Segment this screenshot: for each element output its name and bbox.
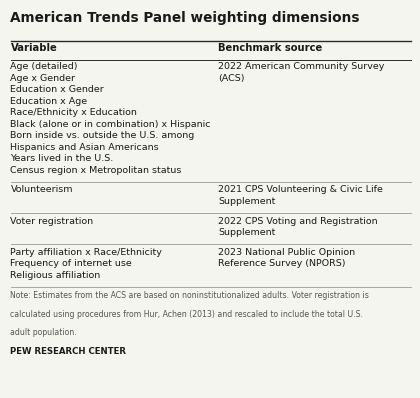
Text: Supplement: Supplement: [218, 228, 276, 237]
Text: adult population.: adult population.: [10, 328, 77, 337]
Text: Age (detailed): Age (detailed): [10, 62, 78, 71]
Text: Voter registration: Voter registration: [10, 217, 94, 226]
Text: Frequency of internet use: Frequency of internet use: [10, 259, 132, 268]
Text: Note: Estimates from the ACS are based on noninstitutionalized adults. Voter reg: Note: Estimates from the ACS are based o…: [10, 291, 369, 300]
Text: (ACS): (ACS): [218, 74, 245, 83]
Text: Reference Survey (NPORS): Reference Survey (NPORS): [218, 259, 346, 268]
Text: Born inside vs. outside the U.S. among: Born inside vs. outside the U.S. among: [10, 131, 195, 140]
Text: Religious affiliation: Religious affiliation: [10, 271, 101, 280]
Text: 2023 National Public Opinion: 2023 National Public Opinion: [218, 248, 355, 257]
Text: 2021 CPS Volunteering & Civic Life: 2021 CPS Volunteering & Civic Life: [218, 185, 383, 195]
Text: PEW RESEARCH CENTER: PEW RESEARCH CENTER: [10, 347, 126, 356]
Text: 2022 American Community Survey: 2022 American Community Survey: [218, 62, 385, 71]
Text: calculated using procedures from Hur, Achen (2013) and rescaled to include the t: calculated using procedures from Hur, Ac…: [10, 310, 363, 319]
Text: Education x Age: Education x Age: [10, 97, 88, 106]
Text: American Trends Panel weighting dimensions: American Trends Panel weighting dimensio…: [10, 11, 360, 25]
Text: Race/Ethnicity x Education: Race/Ethnicity x Education: [10, 108, 137, 117]
Text: Party affiliation x Race/Ethnicity: Party affiliation x Race/Ethnicity: [10, 248, 163, 257]
Text: Years lived in the U.S.: Years lived in the U.S.: [10, 154, 114, 164]
Text: Black (alone or in combination) x Hispanic: Black (alone or in combination) x Hispan…: [10, 120, 211, 129]
Text: Volunteerism: Volunteerism: [10, 185, 73, 195]
Text: 2022 CPS Voting and Registration: 2022 CPS Voting and Registration: [218, 217, 378, 226]
Text: Benchmark source: Benchmark source: [218, 43, 323, 53]
Text: Age x Gender: Age x Gender: [10, 74, 76, 83]
Text: Hispanics and Asian Americans: Hispanics and Asian Americans: [10, 143, 159, 152]
Text: Census region x Metropolitan status: Census region x Metropolitan status: [10, 166, 182, 175]
Text: Education x Gender: Education x Gender: [10, 85, 104, 94]
Text: Variable: Variable: [10, 43, 57, 53]
Text: Supplement: Supplement: [218, 197, 276, 206]
